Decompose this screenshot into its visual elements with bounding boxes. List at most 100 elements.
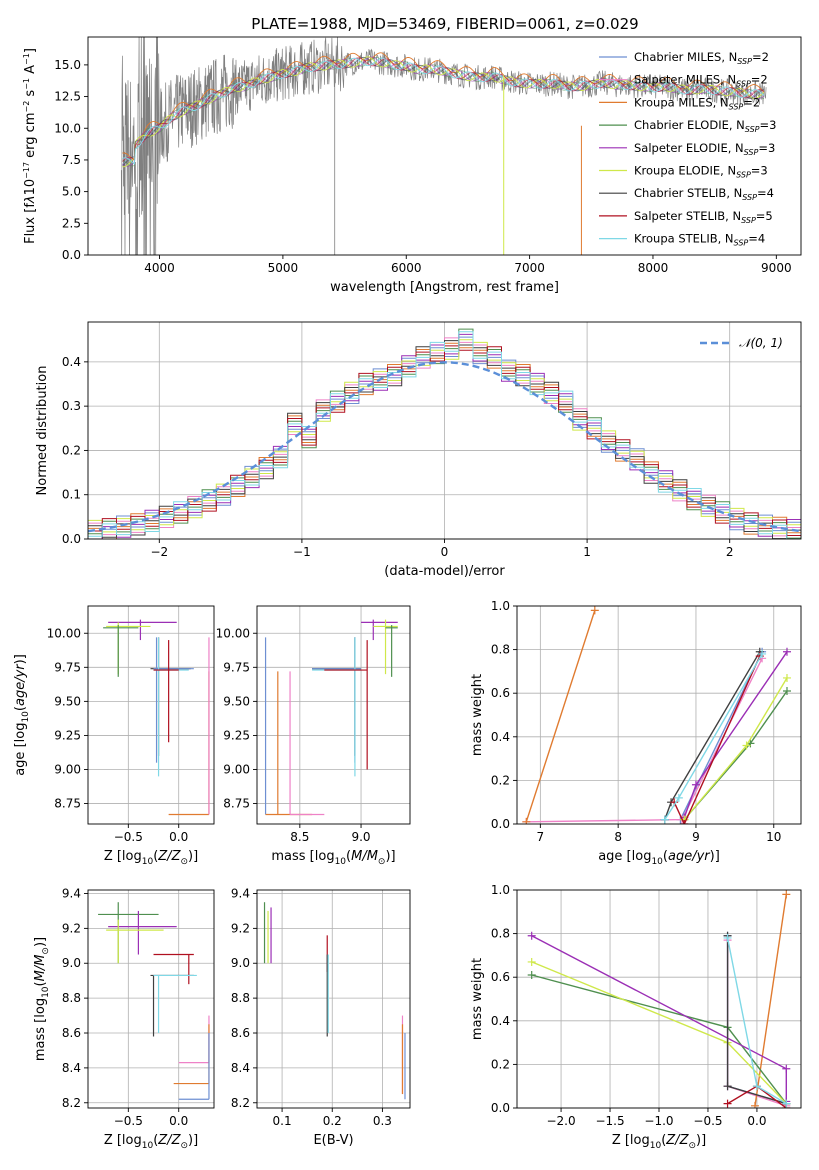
y-tick-label: 8.8 — [231, 991, 250, 1005]
y-tick-label: 0.4 — [491, 730, 510, 744]
x-tick-label: 10 — [766, 830, 781, 844]
x-axis-label: wavelength [Angstrom, rest frame] — [330, 280, 559, 295]
legend-label: Salpeter ELODIE, NSSP=3 — [634, 141, 775, 157]
y-tick-label: 0.0 — [62, 248, 81, 262]
y-tick-label: 8.4 — [62, 1061, 81, 1075]
mw_vs_age-plot-area — [522, 606, 791, 824]
y-tick-label: 9.00 — [223, 763, 250, 777]
y-tick-label: 9.50 — [54, 694, 81, 708]
y-tick-label: 9.50 — [223, 694, 250, 708]
mass_vs_EBV-frame: 0.1 0.2 0.3 8.2 8.4 8.6 8.8 9.0 9.2 9.4 E(B-V) — [231, 886, 411, 1148]
y-tick-label: 0.0 — [62, 532, 81, 546]
mass-weight-marker — [723, 1099, 732, 1108]
x-tick-label: 0.0 — [747, 1114, 766, 1128]
y-tick-label: 0.2 — [491, 773, 510, 787]
age_vs_Z-frame: −0.5 0.0 8.75 9.00 9.25 9.50 9.75 10.00 Z [log10… — [13, 605, 215, 867]
y-tick-label: 0.1 — [62, 488, 81, 502]
y-tick-label: 9.25 — [223, 728, 250, 742]
mass-weight-marker — [742, 741, 751, 750]
mass-weight-marker — [590, 606, 599, 615]
mass-weight-marker — [782, 687, 791, 696]
model-spectrum-line — [122, 56, 765, 167]
y-tick-label: 9.75 — [223, 660, 250, 674]
normal-distribution-curve — [88, 361, 801, 533]
x-axis-label: Z [log10(Z/Z⊙)] — [104, 1133, 198, 1151]
x-tick-label: 6000 — [391, 261, 422, 275]
legend-label: Chabrier STELIB, NSSP=4 — [634, 186, 774, 202]
y-tick-label: 8.6 — [62, 1026, 81, 1040]
y-tick-label: 0.4 — [62, 355, 81, 369]
y-tick-label: 5.0 — [62, 185, 81, 199]
legend-label: Kroupa MILES, NSSP=2 — [634, 95, 760, 111]
mass-weight-line — [673, 655, 761, 824]
y-tick-label: 0.6 — [491, 686, 510, 700]
x-axis-label: mass [log10(M/M⊙)] — [271, 849, 395, 867]
y-tick-label: 9.75 — [54, 660, 81, 674]
y-tick-label: 15.0 — [54, 58, 81, 72]
mass-weight-marker — [680, 820, 689, 824]
y-tick-label: 10.0 — [54, 121, 81, 135]
y-tick-label: 0.0 — [491, 1101, 510, 1115]
residual-histogram — [88, 345, 801, 536]
age_vs_mass-plot-area — [264, 619, 398, 816]
model-spectrum-line — [122, 56, 765, 167]
y-tick-label: 1.0 — [491, 599, 510, 613]
y-tick-label: 9.25 — [54, 728, 81, 742]
y-tick-label: 12.5 — [54, 90, 81, 104]
age_vs_mass-frame: 8.5 9.0 8.75 9.00 9.25 9.50 9.75 10.00 mass [log… — [216, 605, 411, 867]
y-tick-label: 9.2 — [62, 921, 81, 935]
age_vs_Z-plot-area — [103, 619, 210, 816]
residuals-plot-area — [88, 328, 801, 539]
y-tick-label: 0.2 — [491, 1057, 510, 1071]
y-tick-label: 9.0 — [62, 956, 81, 970]
mass-weight-marker — [527, 971, 536, 980]
y-tick-label: 9.2 — [231, 921, 250, 935]
x-tick-label: 0.0 — [169, 830, 188, 844]
mass_vs_Z-frame: −0.5 0.0 8.2 8.4 8.6 8.8 9.0 9.2 9.4 Z [log10(Z/Z… — [33, 886, 215, 1151]
y-tick-label: 0.8 — [491, 643, 510, 657]
x-tick-label: −1.0 — [644, 1114, 673, 1128]
x-tick-label: −2.0 — [546, 1114, 575, 1128]
x-tick-label: −2 — [150, 545, 168, 559]
y-tick-label: 9.4 — [62, 886, 81, 900]
y-tick-label: 1.0 — [491, 883, 510, 897]
mass-weight-marker — [522, 817, 531, 824]
axes-frame — [256, 605, 411, 825]
y-tick-label: 8.4 — [231, 1061, 250, 1075]
x-axis-label: E(B-V) — [313, 1133, 353, 1148]
x-tick-label: 9.0 — [351, 830, 370, 844]
mass-weight-marker — [752, 1082, 761, 1091]
x-tick-label: 8000 — [638, 261, 669, 275]
x-tick-label: −0.5 — [693, 1114, 722, 1128]
x-tick-label: 0.0 — [169, 1114, 188, 1128]
legend-label: Kroupa ELODIE, NSSP=3 — [634, 164, 768, 180]
y-tick-label: 0.3 — [62, 399, 81, 413]
y-tick-label: 8.75 — [54, 797, 81, 811]
y-tick-label: 0.6 — [491, 970, 510, 984]
x-tick-label: 4000 — [144, 261, 175, 275]
legend-label: Salpeter MILES, NSSP=2 — [634, 73, 768, 89]
axes-frame — [87, 605, 215, 825]
axes-frame — [256, 889, 411, 1109]
model-spectrum-line — [122, 56, 765, 168]
age_vs_mass-axes — [257, 606, 410, 824]
x-tick-label: 7000 — [514, 261, 545, 275]
mass-weight-marker — [527, 931, 536, 940]
x-tick-label: −1 — [293, 545, 311, 559]
x-tick-label: 1 — [583, 545, 591, 559]
x-tick-label: 5000 — [268, 261, 299, 275]
mass-weight-marker — [782, 647, 791, 656]
legend-label: Chabrier ELODIE, NSSP=3 — [634, 118, 776, 134]
mass-weight-marker — [723, 933, 732, 942]
mass-weight-marker — [660, 815, 669, 824]
spectrum-frame: 4000 5000 6000 7000 8000 9000 0.0 2.5 5.0 7.5 10.0… — [22, 36, 802, 295]
y-tick-label: 9.00 — [54, 763, 81, 777]
x-tick-label: 9 — [692, 830, 700, 844]
y-axis-label: mass weight — [470, 958, 485, 1040]
legend-label: Salpeter STELIB, NSSP=5 — [634, 209, 773, 225]
x-tick-label: 0 — [441, 545, 449, 559]
residual-legend: 𝒩(0, 1) — [700, 336, 783, 350]
x-tick-label: 9000 — [761, 261, 792, 275]
x-tick-label: −0.5 — [114, 830, 143, 844]
y-tick-label: 0.2 — [62, 443, 81, 457]
